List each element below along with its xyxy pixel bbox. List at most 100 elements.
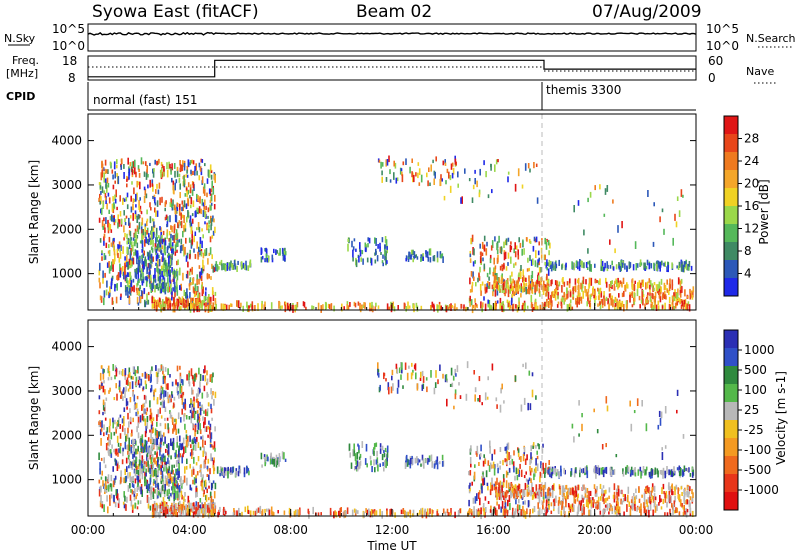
scatter-cell	[275, 454, 278, 461]
scatter-cell	[207, 425, 210, 430]
scatter-cell	[124, 285, 127, 293]
scatter-cell	[199, 249, 202, 256]
scatter-cell	[132, 257, 135, 265]
scatter-cell	[134, 233, 136, 238]
scatter-cell	[109, 483, 112, 488]
scatter-cell	[489, 462, 492, 470]
scatter-cell	[334, 510, 336, 517]
scatter-cell	[209, 376, 212, 382]
scatter-cell	[679, 298, 681, 303]
scatter-cell	[216, 266, 219, 272]
scatter-cell	[391, 369, 394, 376]
scatter-cell	[452, 375, 455, 381]
scatter-cell	[495, 279, 497, 283]
scatter-cell	[126, 401, 129, 406]
scatter-cell	[526, 484, 529, 489]
scatter-cell	[538, 275, 540, 282]
scatter-cell	[620, 264, 622, 272]
scatter-cell	[618, 293, 620, 298]
scatter-cell	[158, 235, 160, 239]
scatter-cell	[545, 284, 547, 288]
scatter-cell	[525, 277, 527, 282]
scatter-cell	[196, 278, 198, 286]
scatter-cell	[531, 389, 534, 398]
scatter-cell	[176, 303, 179, 310]
scatter-cell	[470, 445, 472, 452]
scatter-cell	[661, 305, 664, 309]
scatter-cell	[677, 297, 679, 302]
scatter-cell	[179, 442, 181, 450]
scatter-cell	[395, 363, 398, 370]
scatter-cell	[412, 513, 414, 517]
scatter-cell	[481, 402, 483, 406]
scatter-cell	[415, 254, 417, 258]
scatter-cell	[370, 509, 373, 516]
scatter-cell	[160, 478, 162, 483]
scatter-cell	[176, 290, 179, 296]
scatter-cell	[501, 305, 503, 311]
scatter-cell	[544, 301, 546, 307]
scatter-cell	[150, 486, 153, 490]
scatter-cell	[163, 280, 166, 288]
scatter-cell	[168, 286, 170, 293]
scatter-cell	[670, 496, 672, 503]
scatter-cell	[209, 204, 211, 211]
scatter-cell	[606, 497, 609, 501]
scatter-cell	[130, 489, 132, 493]
scatter-cell	[123, 407, 126, 412]
scatter-cell	[120, 282, 122, 288]
scatter-cell	[160, 401, 162, 406]
scatter-cell	[141, 280, 144, 286]
scatter-cell	[193, 401, 195, 408]
scatter-cell	[208, 252, 211, 256]
scatter-cell	[661, 208, 664, 213]
scatter-cell	[686, 304, 688, 309]
scatter-cell	[529, 465, 531, 472]
scatter-cell	[616, 488, 618, 495]
scatter-cell	[356, 466, 359, 472]
scatter-cell	[248, 305, 250, 313]
scatter-cell	[172, 184, 174, 191]
scatter-cell	[212, 302, 214, 310]
scatter-cell	[184, 193, 187, 197]
scatter-cell	[157, 490, 160, 496]
scatter-cell	[654, 296, 656, 303]
scatter-cell	[484, 392, 487, 401]
scatter-cell	[134, 239, 136, 247]
scatter-cell	[175, 270, 177, 275]
scatter-cell	[246, 305, 249, 312]
scatter-cell	[249, 303, 252, 308]
scatter-cell	[192, 277, 194, 284]
scatter-cell	[192, 170, 194, 175]
scatter-cell	[512, 286, 514, 291]
scatter-cell	[638, 280, 641, 288]
scatter-cell	[126, 432, 129, 439]
scatter-cell	[151, 226, 153, 233]
scatter-cell	[504, 458, 506, 463]
colorbar-swatch	[724, 278, 738, 297]
scatter-cell	[147, 483, 150, 491]
scatter-cell	[623, 304, 625, 312]
scatter-cell	[207, 513, 210, 517]
scatter-cell	[537, 259, 539, 264]
scatter-cell	[572, 296, 574, 300]
scatter-cell	[111, 169, 114, 174]
scatter-cell	[663, 228, 665, 235]
scatter-cell	[162, 453, 165, 457]
scatter-cell	[196, 299, 198, 305]
scatter-cell	[150, 424, 153, 430]
scatter-cell	[479, 497, 481, 506]
scatter-cell	[288, 507, 291, 514]
scatter-cell	[177, 390, 179, 396]
scatter-cell	[216, 466, 219, 474]
scatter-cell	[146, 452, 149, 457]
scatter-cell	[530, 294, 533, 303]
scatter-cell	[200, 464, 202, 468]
scatter-cell	[176, 169, 179, 178]
scatter-cell	[381, 445, 384, 451]
scatter-cell	[130, 499, 133, 507]
scatter-cell	[516, 491, 518, 499]
scatter-cell	[507, 176, 509, 183]
scatter-cell	[605, 281, 608, 288]
scatter-cell	[104, 389, 106, 395]
